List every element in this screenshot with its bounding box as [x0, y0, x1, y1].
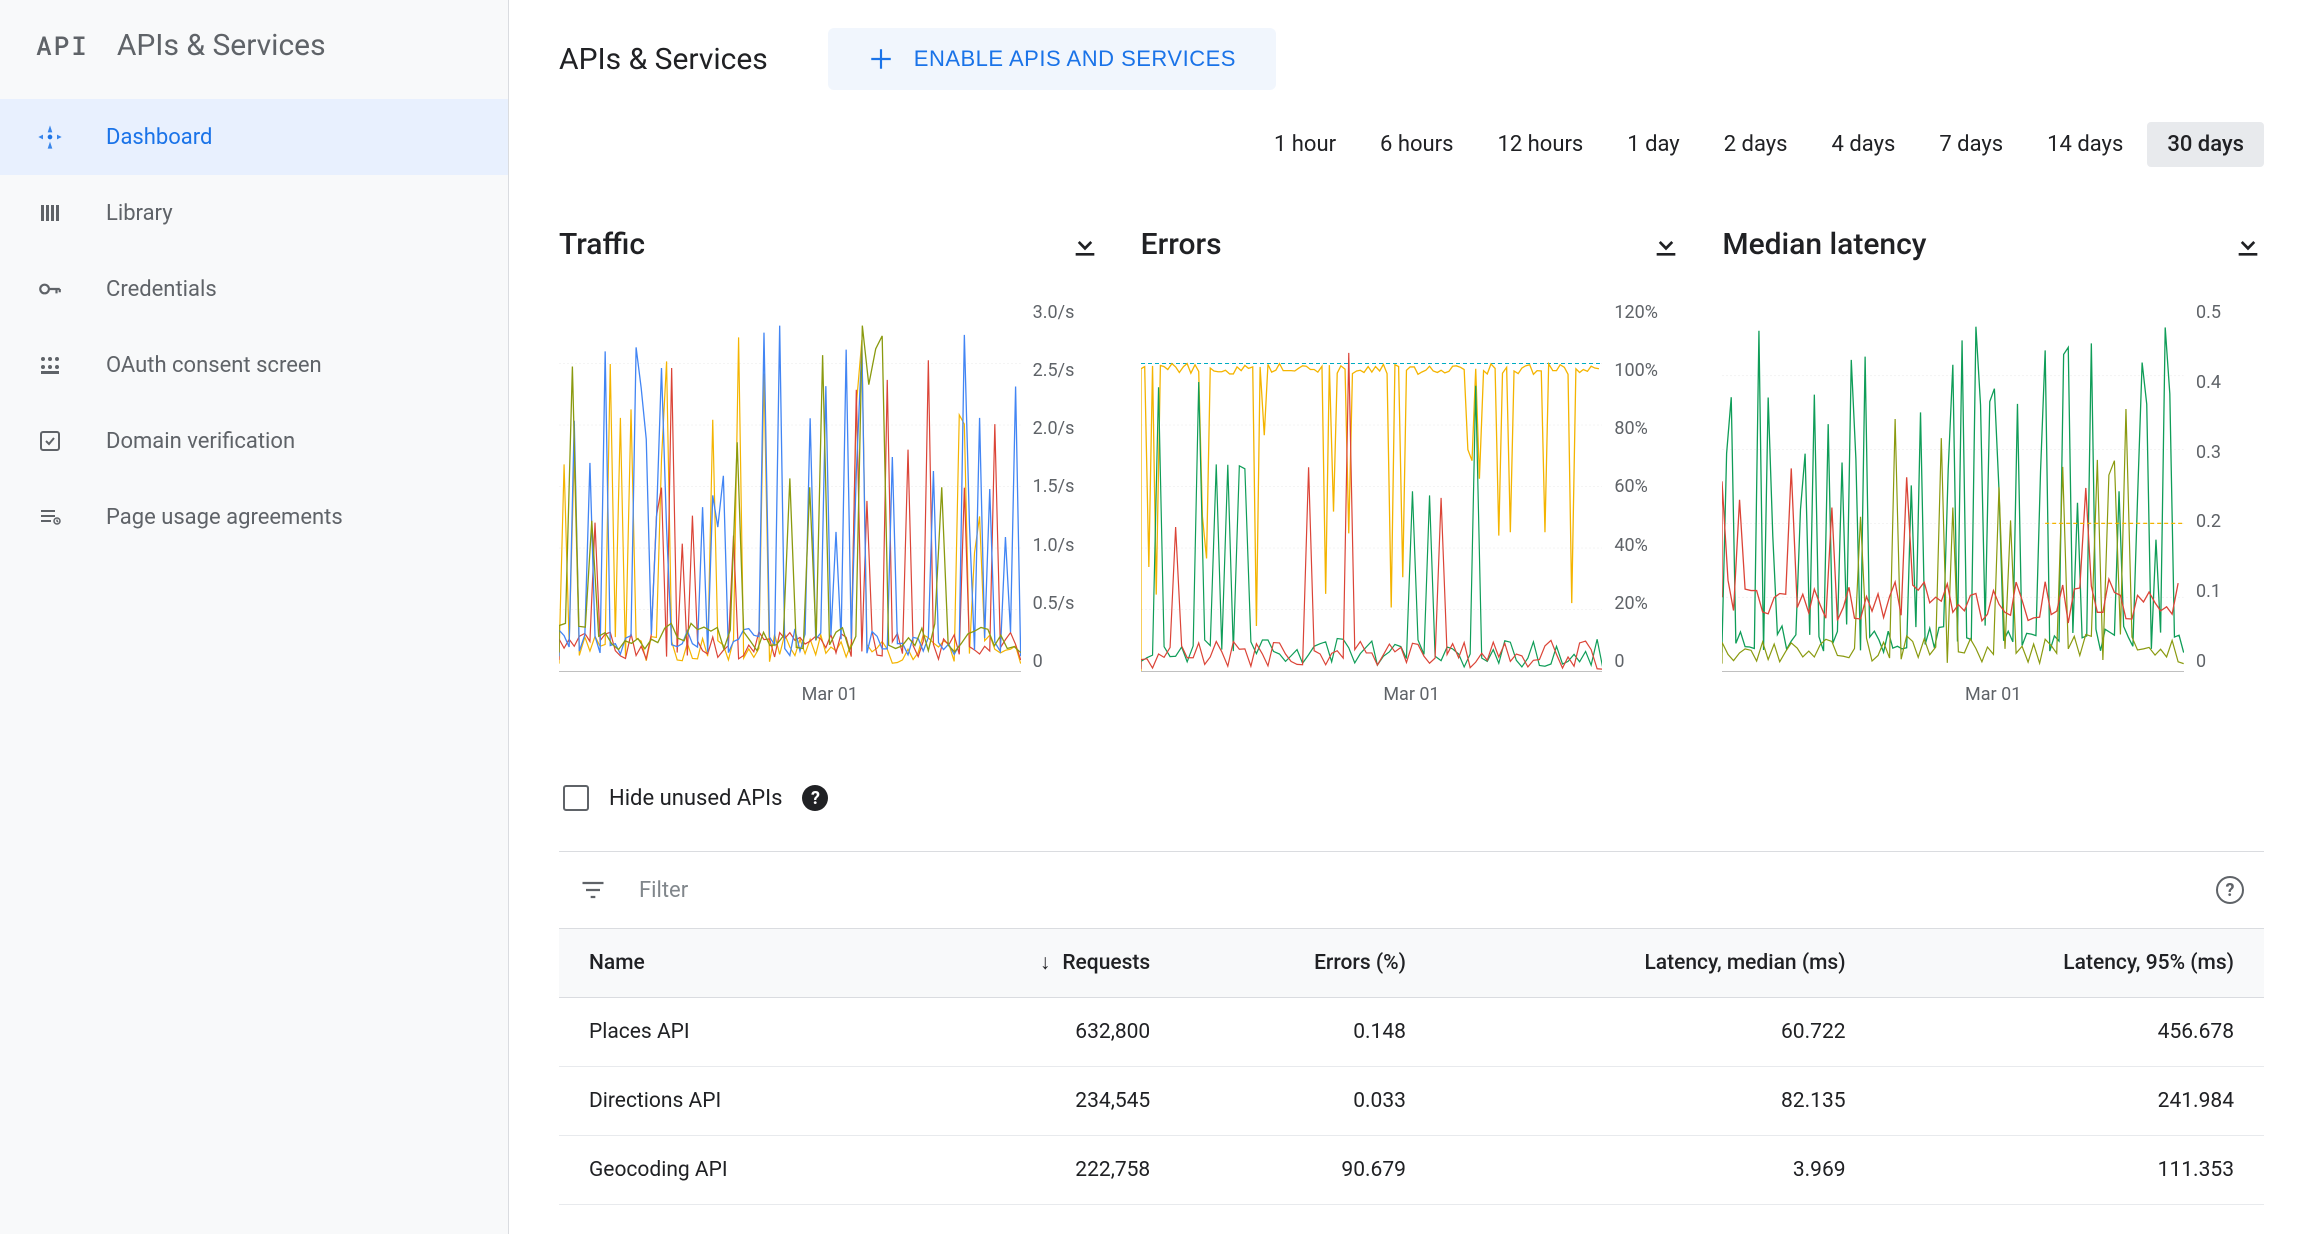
charts-row: Traffic 3.0/s2.5/s2.0/s1.5/s1.0/s0.5/s0 … [559, 227, 2264, 705]
traffic-chart[interactable] [559, 302, 1021, 672]
errors-chart[interactable] [1141, 302, 1603, 672]
time-tab[interactable]: 7 days [1919, 122, 2023, 167]
time-tab[interactable]: 1 day [1607, 122, 1699, 167]
sidebar-item-label: Domain verification [106, 429, 295, 454]
sidebar-item-label: Credentials [106, 277, 217, 302]
enable-apis-button[interactable]: ENABLE APIS AND SERVICES [828, 28, 1276, 90]
sidebar-item-page-usage[interactable]: Page usage agreements [0, 479, 508, 555]
table-cell: 0.148 [1180, 998, 1436, 1067]
api-logo: API [36, 29, 89, 63]
x-axis-label: Mar 01 [1722, 684, 2264, 705]
dashboard-icon [36, 123, 64, 151]
enable-button-label: ENABLE APIS AND SERVICES [914, 46, 1236, 72]
chart-title: Errors [1141, 227, 1222, 262]
x-axis-label: Mar 01 [559, 684, 1101, 705]
table-cell: 222,758 [893, 1136, 1180, 1205]
main-content: APIs & Services ENABLE APIS AND SERVICES… [509, 0, 2304, 1234]
time-tab[interactable]: 1 hour [1254, 122, 1356, 167]
time-range-tabs: 1 hour6 hours12 hours1 day2 days4 days7 … [559, 122, 2264, 167]
sidebar-nav: Dashboard Library Credentials OAuth cons… [0, 99, 508, 555]
time-tab[interactable]: 4 days [1812, 122, 1916, 167]
table-row[interactable]: Geocoding API222,75890.6793.969111.353 [559, 1136, 2264, 1205]
sidebar: API APIs & Services Dashboard Library [0, 0, 509, 1234]
chart-title: Traffic [559, 227, 645, 262]
help-icon[interactable]: ? [2216, 876, 2244, 904]
table-cell: 632,800 [893, 998, 1180, 1067]
filter-row: Filter ? [559, 851, 2264, 929]
column-header[interactable]: ↓Requests [893, 929, 1180, 998]
time-tab[interactable]: 14 days [2027, 122, 2143, 167]
sidebar-item-label: OAuth consent screen [106, 353, 322, 378]
help-icon[interactable]: ? [802, 785, 828, 811]
page-title: APIs & Services [559, 42, 768, 77]
table-cell: 90.679 [1180, 1136, 1436, 1205]
latency-chart-card: Median latency 0.50.40.30.20.10 Mar 01 [1722, 227, 2264, 705]
table-cell: 60.722 [1436, 998, 1876, 1067]
table-cell: Places API [559, 998, 893, 1067]
latency-chart[interactable] [1722, 302, 2184, 672]
check-square-icon [36, 427, 64, 455]
filter-icon[interactable] [579, 876, 607, 904]
traffic-chart-card: Traffic 3.0/s2.5/s2.0/s1.5/s1.0/s0.5/s0 … [559, 227, 1101, 705]
column-header[interactable]: Latency, median (ms) [1436, 929, 1876, 998]
sidebar-item-domain-verification[interactable]: Domain verification [0, 403, 508, 479]
download-icon[interactable] [2232, 229, 2264, 261]
errors-chart-card: Errors 120%100%80%60%40%20%0 Mar 01 [1141, 227, 1683, 705]
sidebar-item-dashboard[interactable]: Dashboard [0, 99, 508, 175]
chart-title: Median latency [1722, 227, 1926, 262]
time-tab[interactable]: 30 days [2147, 122, 2264, 167]
sidebar-item-credentials[interactable]: Credentials [0, 251, 508, 327]
y-axis: 120%100%80%60%40%20%0 [1602, 302, 1682, 672]
y-axis: 0.50.40.30.20.10 [2184, 302, 2264, 672]
table-cell: 241.984 [1876, 1067, 2264, 1136]
column-header[interactable]: Name [559, 929, 893, 998]
table-row[interactable]: Directions API234,5450.03382.135241.984 [559, 1067, 2264, 1136]
agreement-icon [36, 503, 64, 531]
column-header[interactable]: Errors (%) [1180, 929, 1436, 998]
x-axis-label: Mar 01 [1141, 684, 1683, 705]
table-row[interactable]: Places API632,8000.14860.722456.678 [559, 998, 2264, 1067]
download-icon[interactable] [1069, 229, 1101, 261]
table-header-row: Name↓RequestsErrors (%)Latency, median (… [559, 929, 2264, 998]
table-cell: 111.353 [1876, 1136, 2264, 1205]
sidebar-header: API APIs & Services [0, 0, 508, 99]
table-cell: 3.969 [1436, 1136, 1876, 1205]
table-cell: 82.135 [1436, 1067, 1876, 1136]
table-cell: Directions API [559, 1067, 893, 1136]
table-cell: 0.033 [1180, 1067, 1436, 1136]
sidebar-item-label: Page usage agreements [106, 505, 343, 530]
download-icon[interactable] [1650, 229, 1682, 261]
table-cell: 456.678 [1876, 998, 2264, 1067]
time-tab[interactable]: 6 hours [1360, 122, 1473, 167]
table-cell: 234,545 [893, 1067, 1180, 1136]
sidebar-item-label: Dashboard [106, 125, 212, 150]
sidebar-item-oauth-consent[interactable]: OAuth consent screen [0, 327, 508, 403]
apis-table: Name↓RequestsErrors (%)Latency, median (… [559, 929, 2264, 1205]
hide-unused-label: Hide unused APIs [609, 786, 782, 811]
key-icon [36, 275, 64, 303]
filter-input[interactable]: Filter [639, 878, 2184, 903]
column-header[interactable]: Latency, 95% (ms) [1876, 929, 2264, 998]
hide-unused-row: Hide unused APIs ? [559, 785, 2264, 811]
consent-icon [36, 351, 64, 379]
y-axis: 3.0/s2.5/s2.0/s1.5/s1.0/s0.5/s0 [1021, 302, 1101, 672]
sidebar-title: APIs & Services [117, 28, 326, 63]
sidebar-item-label: Library [106, 201, 173, 226]
plus-icon [868, 46, 894, 72]
table-cell: Geocoding API [559, 1136, 893, 1205]
hide-unused-checkbox[interactable] [563, 785, 589, 811]
library-icon [36, 199, 64, 227]
time-tab[interactable]: 12 hours [1477, 122, 1603, 167]
time-tab[interactable]: 2 days [1704, 122, 1808, 167]
sidebar-item-library[interactable]: Library [0, 175, 508, 251]
main-header: APIs & Services ENABLE APIS AND SERVICES [559, 0, 2264, 122]
sort-arrow-icon: ↓ [1040, 951, 1051, 975]
